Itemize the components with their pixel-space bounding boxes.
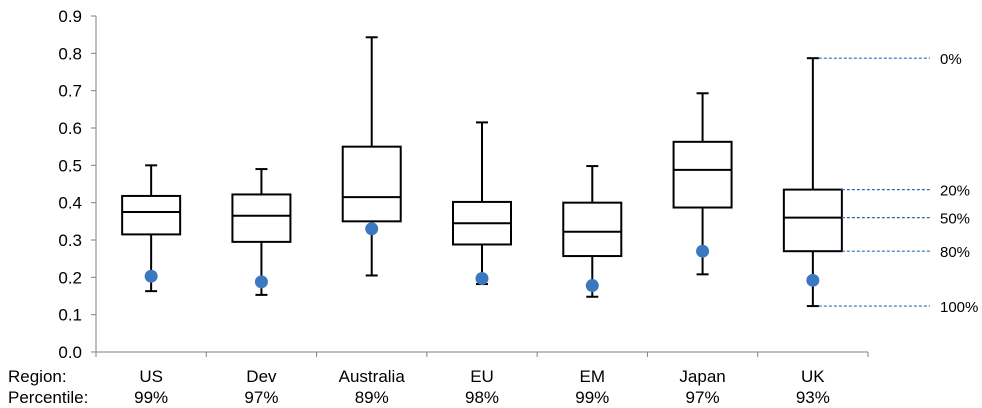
box-em (562, 201, 623, 258)
category-label-us: US (139, 367, 163, 386)
box-us (121, 194, 182, 236)
category-label-dev: Dev (246, 367, 277, 386)
y-tick-label: 0.4 (58, 194, 82, 213)
y-tick-label: 0.2 (58, 268, 82, 287)
current-value-dot-uk (806, 273, 820, 287)
annotation-label-q1: 80% (940, 244, 970, 261)
percentile-label-uk: 93% (796, 388, 830, 407)
box-dev (231, 193, 292, 243)
annotation-label-max: 0% (940, 51, 962, 68)
percentile-label-eu: 98% (465, 388, 499, 407)
annotation-label-min: 100% (940, 299, 978, 316)
category-label-em: EM (580, 367, 606, 386)
box-japan (672, 140, 733, 209)
region-row-label: Region: (8, 367, 67, 386)
y-tick-label: 0.5 (58, 156, 82, 175)
current-value-dot-australia (365, 222, 379, 236)
current-value-dot-em (585, 279, 599, 293)
category-label-eu: EU (470, 367, 494, 386)
annotation-label-median: 50% (940, 211, 970, 228)
current-value-dot-japan (696, 244, 710, 258)
y-tick-label: 0.6 (58, 119, 82, 138)
box-uk (782, 188, 843, 253)
y-tick-label: 0.7 (58, 82, 82, 101)
percentile-label-dev: 97% (244, 388, 278, 407)
y-tick-label: 0.9 (58, 7, 82, 26)
y-tick-label: 0.8 (58, 44, 82, 63)
current-value-dot-eu (475, 271, 489, 285)
percentile-label-em: 99% (575, 388, 609, 407)
percentile-label-us: 99% (134, 388, 168, 407)
category-label-australia: Australia (339, 367, 406, 386)
y-tick-label: 0.0 (58, 343, 82, 362)
y-tick-label: 0.1 (58, 306, 82, 325)
category-label-uk: UK (801, 367, 825, 386)
percentile-label-japan: 97% (686, 388, 720, 407)
category-label-japan: Japan (679, 367, 725, 386)
current-value-dot-us (144, 269, 158, 283)
box-australia (341, 145, 402, 223)
y-tick-label: 0.3 (58, 231, 82, 250)
percentile-label-australia: 89% (355, 388, 389, 407)
percentile-row-label: Percentile: (8, 388, 88, 407)
annotation-label-q3: 20% (940, 183, 970, 200)
current-value-dot-dev (254, 275, 268, 289)
